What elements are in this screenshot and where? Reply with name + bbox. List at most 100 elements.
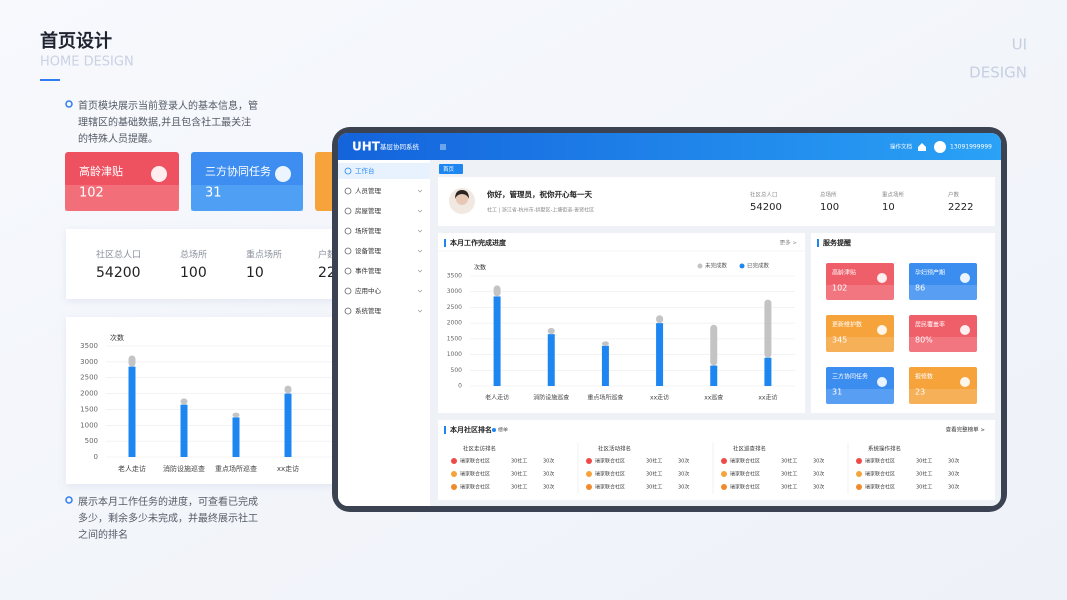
rank-workers: 30社工 — [646, 484, 662, 491]
bar — [764, 299, 772, 358]
y-axis-label: 次数 — [474, 264, 486, 272]
rank-workers: 30社工 — [511, 458, 527, 465]
menu-icon — [344, 247, 352, 255]
menu-item[interactable]: 事件管理 — [355, 266, 382, 275]
profile-hair — [455, 190, 469, 199]
rank-name: 瑞家联合社区 — [460, 484, 490, 491]
menu-item[interactable]: 人员管理 — [355, 186, 382, 195]
rank-count: 30次 — [813, 471, 824, 478]
reminder-card[interactable] — [909, 263, 977, 300]
stat-label: 总场所 — [820, 191, 837, 199]
bar — [547, 327, 555, 335]
reminder-card[interactable] — [826, 263, 894, 300]
note-text: 理辖区的基础数据,并且包含社工最关注 — [78, 116, 251, 129]
y-tick-label: 500 — [451, 367, 463, 374]
page-subtitle: HOME DESIGN — [40, 55, 134, 70]
menu-item[interactable]: 工作台 — [355, 166, 375, 175]
stat-label: 社区总人口 — [750, 191, 778, 199]
rank-count: 30次 — [543, 484, 554, 491]
rank-workers: 30社工 — [916, 484, 932, 491]
chart-more[interactable]: 更多 > — [780, 239, 798, 247]
user-name: 13091999999 — [950, 144, 992, 151]
ranking-tag-icon — [492, 428, 496, 432]
reminder-card[interactable] — [909, 367, 977, 404]
section-marker — [817, 239, 819, 247]
y-tick-label: 0 — [458, 383, 462, 390]
note-text: 首页模块展示当前登录人的基本信息，管 — [78, 99, 258, 112]
rank-name: 瑞家联合社区 — [460, 471, 490, 478]
x-tick-label: xx走访 — [277, 464, 299, 473]
rank-count: 30次 — [543, 458, 554, 465]
x-tick-label: 老人走访 — [485, 394, 509, 402]
stat-label: 重点场所 — [882, 191, 905, 199]
reminder-label: 居民覆盖率 — [915, 321, 945, 329]
rank-name: 瑞家联合社区 — [595, 484, 625, 491]
menu-icon — [344, 207, 352, 215]
stat-value: 54200 — [750, 202, 782, 213]
legend-swatch — [697, 263, 703, 269]
rank-count: 30次 — [948, 471, 959, 478]
stat-value: 2222 — [948, 202, 973, 213]
y-tick-label: 0 — [94, 453, 98, 461]
rank-workers: 30社工 — [646, 471, 662, 478]
menu-icon — [344, 287, 352, 295]
reminder-title: 服务提醒 — [823, 238, 851, 247]
reminder-value: 86 — [915, 284, 925, 293]
preview-card-label: 三方协同任务 — [205, 164, 271, 178]
rank-badge — [721, 458, 727, 464]
y-tick-label: 1500 — [80, 405, 98, 413]
reminder-card[interactable] — [909, 315, 977, 352]
rank-count: 30次 — [813, 484, 824, 491]
reminder-card-shine — [909, 285, 977, 300]
rank-count: 30次 — [543, 471, 554, 478]
menu-item[interactable]: 场所管理 — [355, 226, 382, 235]
x-tick-label: xx走访 — [758, 394, 777, 402]
rank-name: 瑞家联合社区 — [460, 458, 490, 465]
section-marker — [444, 239, 446, 247]
logo: UHT — [352, 140, 381, 154]
preview-card-shine — [65, 185, 179, 211]
y-tick-label: 2000 — [447, 320, 462, 327]
menu-chevron — [417, 289, 423, 293]
reminder-value: 23 — [915, 388, 925, 397]
rank-count: 30次 — [678, 471, 689, 478]
x-tick-label: 重点场所巡查 — [215, 464, 257, 473]
rank-workers: 30社工 — [511, 484, 527, 491]
x-tick-label: 老人走访 — [118, 464, 146, 473]
profile-face — [456, 193, 468, 205]
legend-swatch — [739, 263, 745, 269]
top-bar — [338, 133, 1001, 160]
reminder-value: 102 — [832, 284, 847, 293]
bar — [710, 324, 718, 366]
doc-link[interactable]: 操作文档 — [890, 143, 913, 151]
rank-workers: 30社工 — [916, 458, 932, 465]
note-bullet — [65, 100, 73, 108]
y-tick-label: 2500 — [80, 374, 98, 382]
section-marker — [444, 426, 446, 434]
menu-item[interactable]: 房屋管理 — [355, 206, 382, 215]
rank-name: 瑞家联合社区 — [865, 484, 895, 491]
reminder-card[interactable] — [826, 367, 894, 404]
welcome-panel — [438, 177, 995, 226]
reminder-card[interactable] — [826, 315, 894, 352]
menu-item[interactable]: 应用中心 — [355, 286, 382, 295]
menu-item[interactable]: 系统管理 — [355, 306, 382, 315]
rank-name: 瑞家联合社区 — [865, 458, 895, 465]
note-text: 之间的排名 — [78, 528, 128, 541]
rank-badge — [586, 458, 592, 464]
tab-label[interactable]: 首页 — [443, 165, 455, 173]
bar — [284, 385, 292, 394]
bar — [547, 334, 555, 386]
ranking-more[interactable]: 查看完整榜单 > — [946, 426, 986, 434]
menu-icon — [344, 267, 352, 275]
rank-workers: 30社工 — [781, 471, 797, 478]
menu-item[interactable]: 设备管理 — [355, 246, 382, 255]
ranking-column-title: 系统操作排名 — [868, 445, 901, 453]
bar — [656, 323, 664, 386]
rank-workers: 30社工 — [781, 484, 797, 491]
y-tick-label: 3500 — [447, 273, 462, 280]
title-underline — [40, 79, 60, 81]
rank-workers: 30社工 — [916, 471, 932, 478]
reminder-label: 报修数 — [915, 373, 933, 381]
